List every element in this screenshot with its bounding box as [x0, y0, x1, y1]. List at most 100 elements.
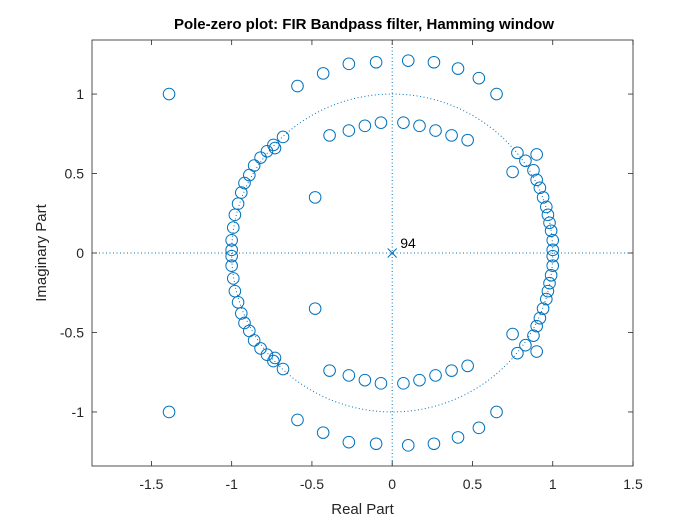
zero-marker	[530, 173, 543, 187]
zero-marker	[374, 377, 388, 390]
zero-marker	[260, 144, 274, 158]
zero-marker	[231, 197, 245, 211]
zero-marker	[536, 302, 550, 315]
zero-marker	[238, 316, 251, 330]
zero-marker	[254, 151, 267, 164]
y-tick-label: 1	[76, 86, 84, 102]
zero-marker	[472, 71, 486, 85]
zero-marker	[511, 346, 524, 360]
y-tick-label: 0.5	[65, 166, 85, 182]
zero-marker	[543, 216, 556, 230]
zero-marker	[342, 435, 356, 449]
y-axis-label: Imaginary Part	[33, 203, 50, 301]
zero-marker	[234, 307, 248, 320]
zero-marker	[519, 338, 532, 352]
x-tick-label: -1.5	[139, 476, 163, 492]
pole-marker	[387, 248, 398, 258]
zero-marker	[546, 259, 560, 273]
zero-marker	[461, 133, 474, 147]
x-tick-label: 0	[388, 476, 396, 492]
zero-marker	[323, 364, 336, 377]
zero-marker	[511, 146, 524, 160]
zero-marker	[506, 327, 519, 341]
x-tick-label: 1.5	[623, 476, 643, 492]
zero-marker	[374, 116, 388, 129]
zero-marker	[247, 159, 261, 172]
zero-marker	[358, 373, 372, 387]
zero-marker	[541, 208, 555, 222]
zero-marker	[445, 129, 458, 142]
zero-marker	[536, 191, 550, 204]
zero-marker	[225, 249, 238, 263]
zero-marker	[429, 369, 442, 382]
zero-marker	[546, 249, 560, 263]
zero-marker	[530, 319, 543, 333]
zero-marker	[316, 426, 330, 439]
zero-marker	[234, 186, 248, 199]
zero-marker	[267, 138, 280, 152]
x-tick-label: 1	[549, 476, 557, 492]
zero-marker	[316, 67, 330, 80]
x-tick-label: 0.5	[463, 476, 483, 492]
pole-multiplicity-label: 94	[400, 235, 416, 251]
zeros-series	[162, 54, 560, 452]
zero-marker	[541, 284, 555, 298]
zero-marker	[225, 259, 238, 273]
zero-marker	[540, 200, 553, 214]
zero-marker	[490, 87, 503, 101]
zero-marker	[369, 437, 383, 451]
zero-marker	[247, 334, 261, 347]
zero-marker	[546, 233, 560, 247]
zero-marker	[342, 124, 356, 137]
zero-marker	[490, 405, 503, 419]
zero-marker	[429, 124, 442, 137]
zero-marker	[254, 342, 267, 355]
zero-marker	[401, 54, 415, 67]
zero-marker	[461, 359, 474, 373]
zero-marker	[308, 302, 322, 315]
zero-marker	[225, 243, 238, 257]
zero-marker	[533, 181, 547, 195]
zero-marker	[506, 165, 519, 179]
zero-marker	[342, 57, 356, 71]
zero-marker	[162, 405, 176, 419]
zero-marker	[162, 87, 176, 101]
zero-marker	[291, 413, 304, 427]
zero-marker	[413, 119, 426, 133]
zero-marker	[369, 55, 383, 69]
zero-marker	[276, 362, 290, 376]
zero-marker	[427, 437, 441, 451]
zero-marker	[427, 55, 441, 69]
zero-marker	[451, 62, 465, 75]
zero-marker	[543, 276, 556, 290]
y-tick-label: -1	[72, 404, 85, 420]
zero-marker	[401, 439, 415, 452]
zero-marker	[228, 284, 242, 298]
poles-series	[387, 248, 398, 258]
zero-marker	[260, 348, 274, 362]
x-tick-label: -1	[225, 476, 238, 492]
zero-marker	[533, 311, 547, 325]
zero-marker	[342, 369, 356, 382]
zero-marker	[445, 364, 458, 377]
zero-marker	[540, 292, 553, 306]
zero-marker	[544, 224, 558, 238]
x-tick-label: -0.5	[300, 476, 324, 492]
zero-marker	[226, 221, 240, 234]
zero-marker	[527, 164, 540, 177]
x-axis-ticks: -1.5 -1 -0.5 0 0.5 1 1.5	[139, 40, 643, 492]
zero-marker	[546, 243, 560, 257]
zero-marker	[472, 421, 486, 435]
zero-marker	[397, 377, 410, 390]
y-tick-label: -0.5	[60, 324, 84, 340]
zero-marker	[527, 329, 540, 342]
zero-marker	[323, 129, 336, 142]
chart-title: Pole-zero plot: FIR Bandpass filter, Ham…	[174, 16, 554, 33]
zero-marker	[291, 79, 304, 93]
zero-marker	[358, 119, 372, 133]
y-axis-ticks: -1 -0.5 0 0.5 1	[60, 86, 633, 420]
zero-marker	[451, 431, 465, 444]
zero-marker	[268, 141, 282, 155]
x-axis-label: Real Part	[331, 501, 394, 518]
